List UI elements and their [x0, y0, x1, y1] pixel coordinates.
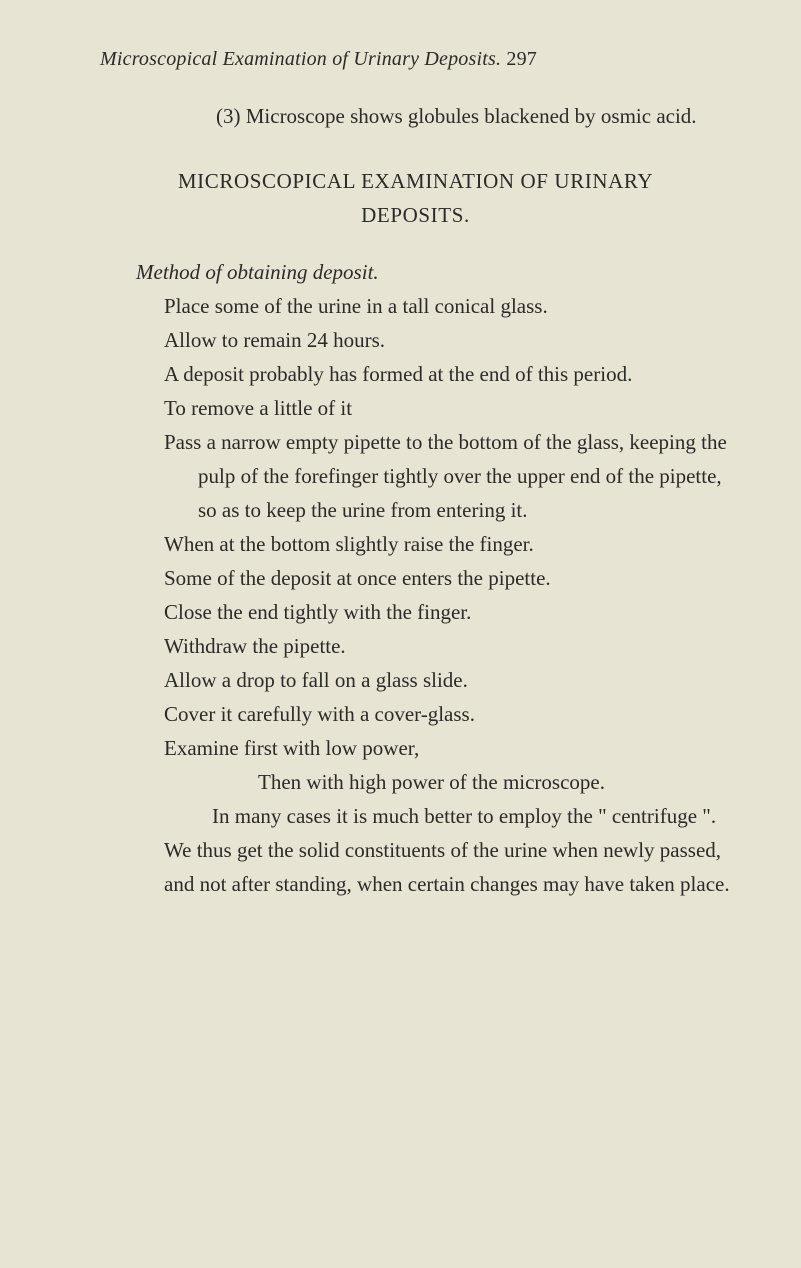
- method-line: A deposit probably has formed at the end…: [100, 357, 731, 391]
- method-line: Cover it carefully with a cover-glass.: [100, 697, 731, 731]
- section-title-line1: MICROSCOPICAL EXAMINATION OF URINARY: [178, 169, 653, 193]
- method-line: Close the end tightly with the finger.: [100, 595, 731, 629]
- section-title: MICROSCOPICAL EXAMINATION OF URINARY DEP…: [100, 165, 731, 232]
- method-line: Examine first with low power,: [100, 731, 731, 765]
- method-line: When at the bottom slightly raise the fi…: [100, 527, 731, 561]
- method-line: Pass a narrow empty pipette to the botto…: [100, 425, 731, 527]
- method-line: Some of the deposit at once enters the p…: [100, 561, 731, 595]
- method-line-then: Then with high power of the microscope.: [100, 765, 731, 799]
- method-line: To remove a little of it: [100, 391, 731, 425]
- method-line: Place some of the urine in a tall conica…: [100, 289, 731, 323]
- method-line: Allow to remain 24 hours.: [100, 323, 731, 357]
- item-3: (3) Microscope shows globules blackened …: [100, 99, 731, 133]
- running-head-title: Microscopical Examination of Urinary Dep…: [100, 48, 501, 70]
- section-title-line2: DEPOSITS.: [361, 203, 470, 227]
- method-line: Allow a drop to fall on a glass slide.: [100, 663, 731, 697]
- method-heading: Method of obtaining deposit.: [100, 260, 731, 285]
- method-line: Withdraw the pipette.: [100, 629, 731, 663]
- scanned-page: Microscopical Examination of Urinary Dep…: [100, 48, 731, 901]
- running-head: Microscopical Examination of Urinary Dep…: [100, 48, 731, 71]
- closing-paragraph: In many cases it is much better to emplo…: [100, 799, 731, 901]
- page-number: 297: [506, 48, 537, 70]
